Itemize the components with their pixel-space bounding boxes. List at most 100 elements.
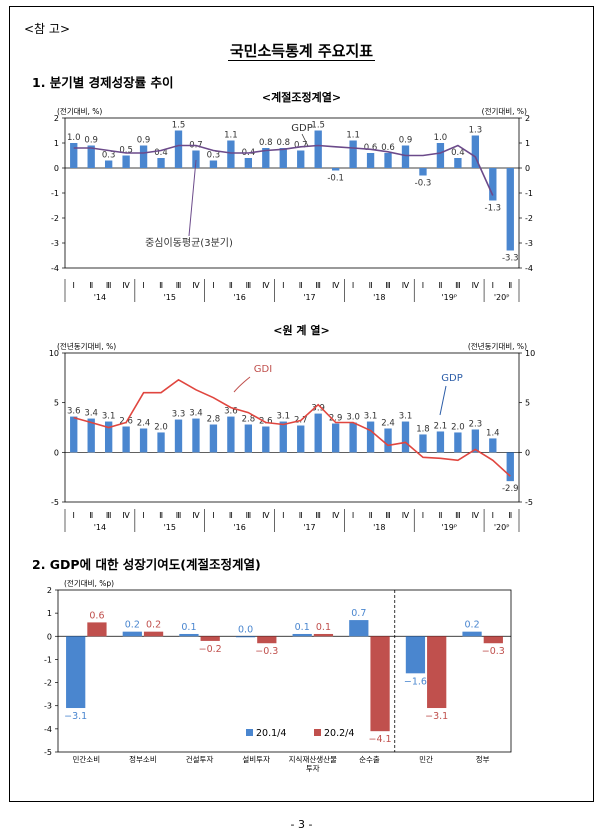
chart2-ytick-left: 5	[54, 399, 59, 408]
chart1-unit-left: (전기대비, %)	[57, 106, 102, 116]
page-title: 국민소득통계 주요지표	[0, 40, 603, 61]
chart2-bar-label: 3.0	[346, 413, 360, 423]
chart2-quarter-label: Ⅰ	[492, 511, 494, 520]
chart2-bar	[122, 426, 130, 453]
chart2-bar-label: 2.4	[381, 418, 395, 428]
chart1-bar	[384, 153, 392, 168]
chart2-bar	[279, 421, 287, 453]
chart2-quarter-label: Ⅱ	[89, 511, 93, 520]
chart2-quarter-label: Ⅱ	[299, 511, 303, 520]
chart1-bar	[366, 153, 375, 168]
chart2-bar	[297, 425, 305, 453]
chart3-bar-label-q1: 0.2	[465, 620, 480, 631]
chart3-bar-label-q2: −4.1	[369, 734, 392, 745]
chart2-quarter-label: Ⅱ	[369, 511, 373, 520]
chart1-bar-label: 0.3	[102, 151, 116, 161]
chart2-year-label: '16	[233, 523, 245, 532]
chart2-quarter-label: Ⅱ	[508, 511, 512, 520]
chart2-bar-label: 2.1	[434, 421, 448, 431]
chart2-bar-label: 3.1	[364, 412, 378, 422]
chart2-year-label: '18	[373, 523, 385, 532]
chart1-quarter-label: Ⅳ	[402, 281, 410, 290]
chart2-bar-label: 3.1	[399, 412, 413, 422]
chart2-bar	[401, 421, 410, 453]
chart3-bar-q2	[370, 636, 390, 732]
chart3-bar-q2	[200, 636, 220, 641]
chart1-bar-label: 0.6	[381, 143, 395, 153]
chart1-bar-label: 1.5	[311, 121, 325, 131]
chart1-bar	[244, 158, 253, 168]
chart1-quarter-label: Ⅰ	[142, 281, 144, 290]
chart2-bar-label: 3.6	[67, 407, 81, 417]
chart3-bar-q1	[235, 636, 256, 638]
chart1-bar-label: -3.3	[502, 254, 519, 264]
chart1-bar	[419, 168, 427, 176]
chart1-year-label: '19ᴾ	[441, 293, 456, 302]
chart1-quarter-label: Ⅱ	[369, 281, 373, 290]
chart3-legend-swatch-q2	[314, 729, 321, 736]
chart1-ytick-right: 0	[525, 164, 530, 173]
chart2-bar-label: 3.3	[172, 410, 186, 420]
chart1-ytick-left: -2	[51, 214, 59, 223]
chart1-quarter-label: Ⅳ	[262, 281, 270, 290]
chart2-ytick-left: 10	[49, 349, 59, 358]
chart2-bar	[454, 432, 462, 453]
chart2-bar	[331, 423, 340, 453]
chart1-quarter-label: Ⅰ	[282, 281, 284, 290]
chart3-bar-q1	[405, 636, 426, 674]
chart3-ytick: 2	[47, 586, 52, 595]
chart2-ytick-right: 0	[525, 448, 530, 457]
chart3-bar-q1	[292, 633, 312, 637]
chart1-bar	[192, 150, 200, 168]
chart1-year-label: '18	[373, 293, 385, 302]
chart2-bar	[262, 426, 270, 453]
chart1-bar-label: 1.5	[172, 121, 186, 131]
chart3-bar-q2	[257, 636, 277, 644]
chart1-bar	[104, 160, 113, 168]
chart1-quarter-label: Ⅲ	[106, 281, 112, 290]
chart1-quarter-label: Ⅲ	[246, 281, 252, 290]
chart1-bar-label: 0.8	[259, 138, 273, 148]
chart2-quarter-label: Ⅰ	[352, 511, 354, 520]
chart3-bar-label-q1: 0.7	[351, 608, 366, 619]
chart2-bar-label: 2.8	[207, 415, 221, 425]
chart1-bar-label: 0.8	[277, 138, 291, 148]
chart3-bar-q1	[179, 633, 199, 637]
chart1-bar	[454, 158, 462, 168]
chart2-line-gdi	[73, 378, 511, 477]
chart1-bar	[122, 155, 130, 168]
chart1-quarter-label: Ⅱ	[438, 281, 442, 290]
chart2-quarter-label: Ⅲ	[176, 511, 182, 520]
chart3-ytick: -4	[44, 725, 52, 734]
chart2-bar	[227, 416, 235, 453]
chart2-bar	[209, 424, 218, 453]
chart2-bar	[436, 431, 445, 453]
chart3-bar-q2	[427, 636, 447, 709]
chart3-category-label: 지식재산생산물	[289, 754, 337, 764]
chart2-bar	[349, 422, 357, 453]
chart1-ytick-right: -2	[525, 214, 533, 223]
chart1-bar-label: 0.9	[137, 136, 151, 146]
chart2-bar	[506, 452, 514, 482]
chart2-year-label: '17	[303, 523, 315, 532]
chart2-annotation-gdp-pointer	[439, 385, 447, 416]
chart1-line-moving-average	[73, 144, 494, 196]
chart3-bar-label-q1: 0.1	[295, 622, 310, 633]
chart3-bar-label-q1: 0.2	[125, 620, 140, 631]
chart1-bar	[157, 158, 165, 168]
chart1-quarter-label: Ⅱ	[299, 281, 303, 290]
chart1-bar	[506, 168, 514, 251]
chart2-bar-label: 1.8	[416, 424, 430, 434]
chart1-quarter-label: Ⅰ	[422, 281, 424, 290]
chart1-bar	[262, 148, 270, 168]
chart1-bar	[87, 145, 95, 168]
chart1-bar-label: -1.3	[485, 204, 502, 214]
chart1-bar-label: 0.9	[399, 136, 413, 146]
chart1-bar-label: 1.0	[67, 133, 81, 143]
chart2-bar-label: 2.0	[451, 422, 465, 432]
chart3-bar-q1	[462, 631, 482, 637]
chart2-bar-label: 3.4	[189, 409, 203, 419]
chart2-bar-label: 3.9	[311, 404, 325, 414]
chart3-ytick: -5	[44, 748, 52, 757]
chart1-bar	[331, 168, 340, 171]
